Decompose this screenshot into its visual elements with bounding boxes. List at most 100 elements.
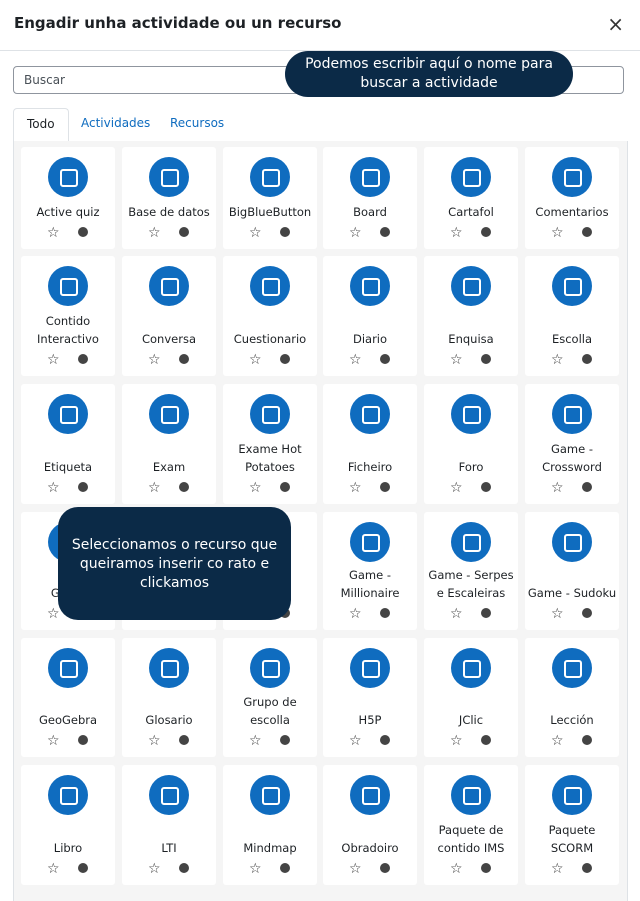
star-button[interactable]: ☆ [349, 606, 362, 622]
module-card[interactable]: Lección ☆ [525, 638, 619, 757]
star-button[interactable]: ☆ [349, 861, 362, 877]
info-button[interactable] [481, 227, 491, 237]
star-button[interactable]: ☆ [249, 861, 262, 877]
info-button[interactable] [481, 354, 491, 364]
star-button[interactable]: ☆ [148, 225, 161, 241]
info-button[interactable] [380, 863, 390, 873]
close-button[interactable]: × [607, 12, 624, 36]
star-button[interactable]: ☆ [349, 733, 362, 749]
star-button[interactable]: ☆ [47, 352, 60, 368]
module-card[interactable]: Game - Millionaire ☆ [323, 512, 417, 630]
module-card[interactable]: Board ☆ [323, 147, 417, 249]
module-card[interactable]: Conversa ☆ [122, 256, 216, 376]
info-button[interactable] [582, 354, 592, 364]
info-button[interactable] [582, 863, 592, 873]
info-button[interactable] [78, 735, 88, 745]
info-button[interactable] [481, 608, 491, 618]
module-card[interactable]: Enquisa ☆ [424, 256, 518, 376]
module-card[interactable]: Exam ☆ [122, 384, 216, 504]
info-button[interactable] [380, 735, 390, 745]
info-button[interactable] [179, 482, 189, 492]
star-button[interactable]: ☆ [249, 733, 262, 749]
star-button[interactable]: ☆ [551, 352, 564, 368]
info-button[interactable] [481, 735, 491, 745]
star-button[interactable]: ☆ [551, 606, 564, 622]
star-button[interactable]: ☆ [349, 352, 362, 368]
star-button[interactable]: ☆ [47, 733, 60, 749]
module-card[interactable]: Glosario ☆ [122, 638, 216, 757]
star-button[interactable]: ☆ [249, 352, 262, 368]
module-card[interactable]: H5P ☆ [323, 638, 417, 757]
module-card[interactable]: Base de datos ☆ [122, 147, 216, 249]
module-card[interactable]: Ficheiro ☆ [323, 384, 417, 504]
info-button[interactable] [380, 227, 390, 237]
info-button[interactable] [582, 735, 592, 745]
module-card[interactable]: Diario ☆ [323, 256, 417, 376]
info-button[interactable] [582, 227, 592, 237]
star-button[interactable]: ☆ [551, 733, 564, 749]
info-button[interactable] [280, 354, 290, 364]
star-button[interactable]: ☆ [349, 225, 362, 241]
star-button[interactable]: ☆ [249, 480, 262, 496]
star-button[interactable]: ☆ [148, 733, 161, 749]
info-button[interactable] [380, 608, 390, 618]
star-button[interactable]: ☆ [450, 733, 463, 749]
star-button[interactable]: ☆ [450, 861, 463, 877]
info-button[interactable] [179, 354, 189, 364]
info-button[interactable] [380, 482, 390, 492]
module-card[interactable]: Contido Interactivo ☆ [21, 256, 115, 376]
star-button[interactable]: ☆ [551, 225, 564, 241]
module-card[interactable]: Game - Sudoku ☆ [525, 512, 619, 630]
module-card[interactable]: Paquete de contido IMS ☆ [424, 765, 518, 885]
info-button[interactable] [481, 482, 491, 492]
star-button[interactable]: ☆ [249, 225, 262, 241]
star-button[interactable]: ☆ [450, 606, 463, 622]
info-button[interactable] [78, 354, 88, 364]
star-button[interactable]: ☆ [551, 861, 564, 877]
module-card[interactable]: Mindmap ☆ [223, 765, 317, 885]
tab[interactable]: Actividades [81, 116, 151, 130]
info-button[interactable] [380, 354, 390, 364]
info-button[interactable] [179, 735, 189, 745]
module-card[interactable]: Libro ☆ [21, 765, 115, 885]
star-button[interactable]: ☆ [349, 480, 362, 496]
star-button[interactable]: ☆ [148, 861, 161, 877]
tab[interactable]: Recursos [170, 116, 225, 130]
module-card[interactable]: Comentarios ☆ [525, 147, 619, 249]
star-button[interactable]: ☆ [47, 480, 60, 496]
info-button[interactable] [78, 482, 88, 492]
module-card[interactable]: Cuestionario ☆ [223, 256, 317, 376]
star-button[interactable]: ☆ [148, 352, 161, 368]
star-button[interactable]: ☆ [47, 606, 60, 622]
module-card[interactable]: Foro ☆ [424, 384, 518, 504]
info-button[interactable] [481, 863, 491, 873]
module-card[interactable]: GeoGebra ☆ [21, 638, 115, 757]
star-button[interactable]: ☆ [450, 352, 463, 368]
info-button[interactable] [280, 227, 290, 237]
module-card[interactable]: Cartafol ☆ [424, 147, 518, 249]
info-button[interactable] [179, 227, 189, 237]
module-card[interactable]: Escolla ☆ [525, 256, 619, 376]
module-card[interactable]: Active quiz ☆ [21, 147, 115, 249]
module-card[interactable]: Etiqueta ☆ [21, 384, 115, 504]
module-card[interactable]: BigBlueButton ☆ [223, 147, 317, 249]
module-card[interactable]: Game - Crossword ☆ [525, 384, 619, 504]
star-button[interactable]: ☆ [47, 225, 60, 241]
module-card[interactable]: Exame Hot Potatoes ☆ [223, 384, 317, 504]
info-button[interactable] [280, 482, 290, 492]
info-button[interactable] [582, 608, 592, 618]
info-button[interactable] [280, 863, 290, 873]
module-card[interactable]: JClic ☆ [424, 638, 518, 757]
module-card[interactable]: Game - Serpes e Escaleiras ☆ [424, 512, 518, 630]
info-button[interactable] [179, 863, 189, 873]
star-button[interactable]: ☆ [47, 861, 60, 877]
tab[interactable]: Todo [13, 108, 69, 142]
module-card[interactable]: Grupo de escolla ☆ [223, 638, 317, 757]
info-button[interactable] [78, 227, 88, 237]
star-button[interactable]: ☆ [148, 480, 161, 496]
star-button[interactable]: ☆ [450, 225, 463, 241]
star-button[interactable]: ☆ [450, 480, 463, 496]
module-card[interactable]: LTI ☆ [122, 765, 216, 885]
star-button[interactable]: ☆ [551, 480, 564, 496]
info-button[interactable] [78, 863, 88, 873]
